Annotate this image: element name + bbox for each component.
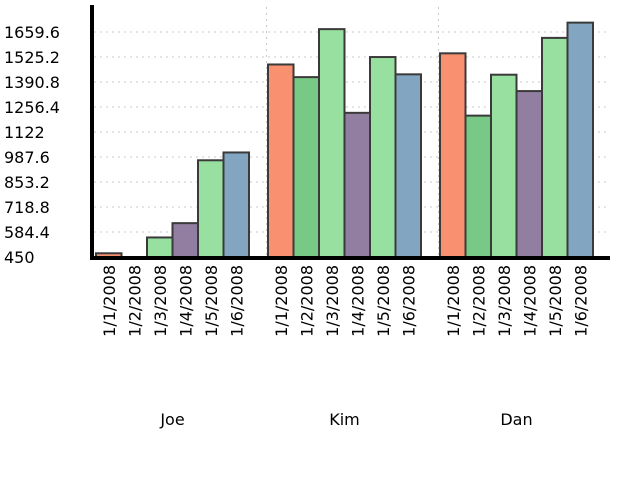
bar-kim-1 bbox=[267, 63, 295, 258]
bar-kim-5 bbox=[369, 56, 397, 258]
bars bbox=[95, 21, 594, 259]
bar-joe-4 bbox=[171, 222, 199, 258]
x-tick-label: 1/6/2008 bbox=[571, 265, 590, 337]
bar-dan-1 bbox=[439, 52, 467, 258]
x-tick-label: 1/5/2008 bbox=[202, 265, 221, 337]
y-tick-label: 1122 bbox=[4, 123, 45, 142]
y-tick-label: 1390.8 bbox=[4, 73, 60, 92]
bar-joe-3 bbox=[146, 236, 174, 258]
y-tick-label: 450 bbox=[4, 248, 35, 267]
x-tick-label: 1/5/2008 bbox=[546, 265, 565, 337]
bar-kim-6 bbox=[394, 73, 422, 259]
y-tick-label: 853.2 bbox=[4, 173, 50, 192]
y-tick-label: 1256.4 bbox=[4, 98, 60, 117]
y-tick-labels: 450 584.4 718.8 853.2 987.6 1122 1256.4 1390.8 1… bbox=[4, 23, 60, 267]
x-tick-label: 1/2/2008 bbox=[297, 265, 316, 337]
x-tick-label: 1/4/2008 bbox=[348, 265, 367, 337]
x-tick-label: 1/4/2008 bbox=[176, 265, 195, 337]
bar-kim-3 bbox=[318, 28, 346, 258]
x-tick-label: 1/5/2008 bbox=[374, 265, 393, 337]
bar-dan-3 bbox=[490, 73, 518, 259]
x-tick-label: 1/2/2008 bbox=[469, 265, 488, 337]
y-tick-label: 584.4 bbox=[4, 223, 50, 242]
x-tick-label: 1/1/2008 bbox=[100, 265, 119, 337]
x-tick-label: 1/3/2008 bbox=[323, 265, 342, 337]
bar-dan-6 bbox=[566, 21, 594, 258]
bar-dan-4 bbox=[515, 90, 543, 258]
bar-kim-4 bbox=[343, 111, 371, 258]
x-tick-label: 1/3/2008 bbox=[151, 265, 170, 337]
y-tick-label: 987.6 bbox=[4, 148, 50, 167]
y-tick-label: 1525.2 bbox=[4, 48, 60, 67]
bar-kim-2 bbox=[292, 76, 320, 258]
x-tick-label: 1/6/2008 bbox=[399, 265, 418, 337]
axes bbox=[90, 5, 610, 260]
bar-dan-2 bbox=[464, 114, 492, 258]
x-tick-label: 1/1/2008 bbox=[272, 265, 291, 337]
group-label-kim: Kim bbox=[329, 410, 360, 429]
y-tick-label: 718.8 bbox=[4, 198, 50, 217]
x-tick-label: 1/3/2008 bbox=[495, 265, 514, 337]
x-tick-label: 1/2/2008 bbox=[125, 265, 144, 337]
bar-joe-5 bbox=[197, 159, 225, 258]
group-label-joe: Joe bbox=[159, 410, 184, 429]
bar-joe-6 bbox=[222, 151, 250, 258]
x-tick-labels: 1/1/2008 1/2/2008 1/3/2008 1/4/2008 1/5/2008… bbox=[100, 265, 591, 337]
group-labels: Joe Kim Dan bbox=[159, 410, 532, 429]
x-tick-label: 1/4/2008 bbox=[520, 265, 539, 337]
y-tick-label: 1659.6 bbox=[4, 23, 60, 42]
x-tick-label: 1/1/2008 bbox=[444, 265, 463, 337]
bar-dan-5 bbox=[541, 36, 569, 258]
x-tick-label: 1/6/2008 bbox=[227, 265, 246, 337]
group-label-dan: Dan bbox=[500, 410, 532, 429]
